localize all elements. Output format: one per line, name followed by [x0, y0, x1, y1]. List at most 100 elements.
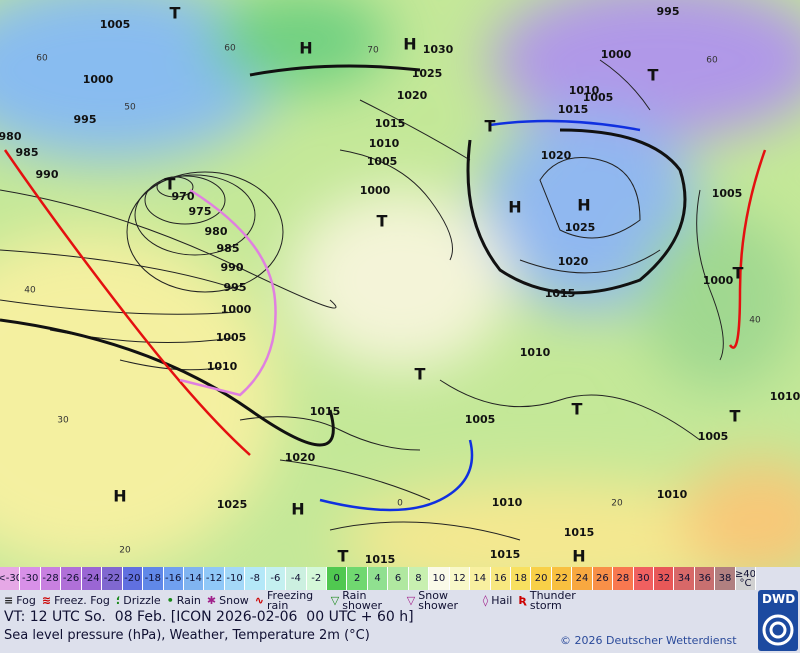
scale-box: -28 [40, 567, 62, 590]
scale-box: 12 [449, 567, 471, 590]
temperature-label: 40 [24, 286, 36, 296]
weather-label: Rain shower [342, 589, 382, 612]
isobar-label: 1020 [285, 451, 316, 464]
isobar-label: 995 [657, 5, 680, 18]
isobar-label: 1000 [601, 48, 632, 61]
weather-item: ▽ Rain shower [331, 589, 401, 612]
pressure-center: H [113, 487, 126, 506]
isobar-label: 985 [217, 242, 240, 255]
scale-box: -24 [81, 567, 103, 590]
isobar-label: 1030 [423, 43, 454, 56]
temperature-label: 60 [706, 56, 718, 66]
isobar-label: 1000 [221, 303, 252, 316]
temperature-label: 70 [367, 46, 379, 56]
isobar-label: 1000 [360, 184, 391, 197]
isobar-label: 1025 [217, 498, 248, 511]
isobar-label: 1015 [310, 405, 341, 418]
temperature-label: 0 [397, 499, 403, 509]
weather-symbol: ▽ [406, 594, 416, 607]
isobar-label: 1010 [657, 488, 688, 501]
pressure-center: H [508, 198, 521, 217]
pressure-center: T [733, 264, 744, 283]
isobar-label: 1010 [369, 137, 400, 150]
scale-box: 16 [490, 567, 511, 590]
isobar-label: 1005 [583, 91, 614, 104]
isobar-label: 1025 [412, 67, 443, 80]
scale-box: -10 [224, 567, 246, 590]
weather-item: ؛ Drizzle [116, 594, 161, 607]
dwd-logo: DWD [758, 590, 798, 651]
scale-box: 4 [367, 567, 389, 590]
isobar-label: 980 [205, 225, 228, 238]
scale-box: 18 [510, 567, 532, 590]
pressure-center: T [165, 175, 176, 194]
weather-label: Snow [219, 594, 249, 607]
copyright: © 2026 Deutscher Wetterdienst [560, 634, 737, 647]
isobar-label: 1015 [558, 103, 589, 116]
weather-label: Hail [491, 594, 513, 607]
isobar-label: 1020 [558, 255, 589, 268]
isobar-label: 1020 [397, 89, 428, 102]
valid-time: VT: 12 UTC So. 08 Feb. [ICON 2026-02-06 … [4, 609, 414, 625]
scale-box: 34 [674, 567, 695, 590]
isobar-label: 1005 [367, 155, 398, 168]
isobar-label: 995 [74, 113, 97, 126]
isobar-label: 1010 [492, 496, 523, 509]
isobar-label: 1010 [569, 84, 600, 97]
pressure-center: T [485, 117, 496, 136]
isobar-label: 1015 [564, 526, 595, 539]
isobar-label: 1005 [100, 18, 131, 31]
weather-item: ✱ Snow [207, 594, 249, 607]
weather-item: ◊ Hail [483, 594, 513, 607]
weather-item: Ʀ Thunder storm [518, 590, 588, 611]
logo-swirl [762, 614, 794, 646]
scale-box: -30 [20, 567, 41, 590]
pressure-center: T [377, 212, 388, 231]
weather-item: ∿ Freezing rain [255, 590, 325, 611]
isobar-label: 990 [36, 168, 59, 181]
weather-symbol: • [166, 594, 174, 607]
isobar-label: 1000 [83, 73, 114, 86]
scale-box: 0 [327, 567, 348, 590]
isobar-label: 1010 [520, 346, 551, 359]
isobar-label: 1020 [541, 149, 572, 162]
pressure-center: T [170, 4, 181, 23]
scale-box: ≥40 °C [735, 567, 757, 590]
isobar-label: 1005 [216, 331, 247, 344]
isobar-label: 1015 [375, 117, 406, 130]
scale-box: 22 [551, 567, 573, 590]
scale-box: 2 [347, 567, 368, 590]
temperature-label: 40 [749, 316, 761, 326]
scale-box: -22 [102, 567, 123, 590]
weather-item: • Rain [166, 594, 201, 607]
weather-label: Rain [176, 594, 201, 607]
scale-box: -4 [286, 567, 307, 590]
scale-box: 6 [388, 567, 409, 590]
scale-box: <-30 [0, 567, 21, 590]
weather-label: Drizzle [123, 594, 161, 607]
scale-box: 10 [429, 567, 450, 590]
temperature-label: 50 [124, 103, 136, 113]
weather-item: ≋ Freez. Fog [42, 594, 110, 607]
isobar-label: 995 [224, 281, 247, 294]
isobar-label: 1000 [703, 274, 734, 287]
isobar-label: 1025 [565, 221, 596, 234]
temperature-scale: <-30-30-28-26-24-22-20-18-16-14-12-10-8-… [0, 567, 757, 590]
isobar-label: 975 [189, 205, 212, 218]
isobar-label: 1005 [712, 187, 743, 200]
isobar-label: 1010 [770, 390, 800, 403]
temperature-label: 30 [57, 416, 69, 426]
weather-label: Freez. Fog [54, 594, 110, 607]
pressure-center: H [291, 500, 304, 519]
weather-item: ▽ Snow shower [406, 589, 477, 612]
scale-box: 36 [694, 567, 716, 590]
scale-box: 8 [408, 567, 430, 590]
scale-box: -6 [265, 567, 287, 590]
scale-box: 24 [572, 567, 593, 590]
weather-label: Snow shower [418, 589, 458, 612]
scale-box: 38 [715, 567, 736, 590]
pressure-center: T [648, 66, 659, 85]
isobar-label: 1015 [365, 553, 396, 566]
pressure-center: T [730, 407, 741, 426]
scale-box: 30 [633, 567, 654, 590]
